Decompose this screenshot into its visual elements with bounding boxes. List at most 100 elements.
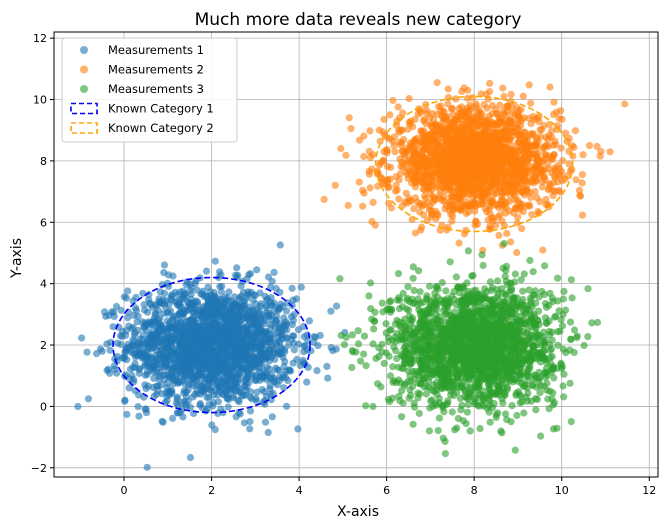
- data-point: [124, 314, 132, 322]
- data-point: [199, 386, 207, 394]
- data-point: [268, 277, 276, 285]
- data-point: [474, 154, 482, 162]
- data-point: [313, 367, 321, 375]
- data-point: [549, 192, 557, 200]
- data-point: [267, 294, 275, 302]
- data-point: [533, 194, 541, 202]
- data-point: [549, 153, 557, 161]
- data-point: [289, 296, 297, 304]
- data-point: [382, 146, 391, 154]
- data-point: [511, 204, 520, 212]
- data-point: [411, 194, 420, 202]
- data-point: [253, 266, 261, 274]
- data-point: [533, 141, 541, 149]
- data-point: [163, 397, 171, 405]
- data-point: [480, 144, 488, 152]
- data-point: [197, 290, 205, 298]
- data-point: [220, 317, 229, 325]
- data-point: [162, 389, 170, 397]
- data-point: [380, 359, 388, 367]
- data-point: [195, 370, 203, 378]
- data-point: [565, 134, 573, 142]
- data-point: [553, 424, 561, 432]
- data-point: [297, 283, 305, 291]
- data-point: [181, 380, 189, 388]
- data-point: [572, 176, 580, 184]
- data-point: [487, 123, 495, 131]
- data-point: [196, 400, 204, 408]
- data-point: [499, 84, 507, 92]
- data-point: [207, 383, 215, 392]
- data-point: [186, 453, 195, 462]
- data-point: [510, 196, 518, 204]
- data-point: [155, 375, 163, 383]
- data-point: [398, 126, 406, 134]
- data-point: [371, 221, 379, 229]
- data-point: [495, 231, 503, 240]
- data-point: [509, 160, 518, 168]
- data-point: [182, 374, 190, 382]
- data-point: [78, 334, 86, 342]
- data-point: [398, 147, 406, 155]
- chart-title: Much more data reveals new category: [195, 10, 522, 30]
- data-point: [446, 203, 454, 211]
- data-point: [486, 79, 494, 87]
- data-point: [369, 151, 377, 159]
- data-point: [404, 157, 412, 165]
- data-point: [164, 333, 172, 341]
- data-point: [245, 290, 253, 298]
- data-point: [342, 151, 350, 159]
- data-point: [453, 198, 461, 206]
- data-point: [386, 111, 394, 119]
- data-point: [169, 315, 177, 323]
- data-point: [185, 352, 193, 360]
- data-point: [421, 163, 429, 171]
- data-point: [545, 120, 553, 129]
- data-point: [229, 392, 237, 400]
- data-point: [143, 463, 151, 471]
- data-point: [133, 318, 141, 326]
- data-point: [454, 150, 462, 158]
- data-point: [418, 156, 426, 164]
- data-point: [223, 394, 231, 402]
- data-point: [216, 309, 224, 317]
- data-point: [327, 343, 335, 352]
- data-point: [444, 139, 452, 147]
- data-point: [411, 144, 419, 152]
- data-point: [189, 313, 197, 321]
- data-point: [337, 331, 345, 339]
- data-point: [121, 397, 129, 405]
- data-point: [476, 175, 484, 183]
- data-point: [526, 256, 534, 264]
- data-point: [344, 201, 352, 210]
- data-point: [377, 159, 385, 167]
- data-point: [135, 412, 143, 420]
- data-point: [446, 258, 454, 266]
- data-point: [405, 95, 413, 103]
- data-point: [231, 379, 240, 387]
- data-point: [324, 374, 332, 382]
- data-point: [443, 129, 451, 137]
- data-point: [398, 413, 406, 421]
- data-point: [110, 312, 118, 320]
- data-point: [499, 175, 507, 184]
- data-point: [181, 290, 189, 298]
- data-point: [365, 292, 373, 300]
- data-point: [122, 294, 130, 302]
- data-point: [366, 184, 374, 192]
- data-point: [123, 356, 131, 364]
- data-point: [578, 171, 587, 179]
- data-point: [391, 148, 399, 156]
- data-point: [111, 365, 119, 373]
- data-point: [235, 356, 243, 365]
- data-point: [521, 137, 529, 146]
- data-point: [365, 170, 373, 178]
- data-point: [229, 320, 237, 329]
- data-point: [522, 145, 530, 153]
- data-point: [347, 124, 355, 133]
- data-point: [537, 171, 545, 179]
- data-point: [499, 159, 507, 168]
- data-point: [379, 128, 387, 136]
- data-point: [537, 432, 545, 440]
- data-point: [508, 123, 516, 131]
